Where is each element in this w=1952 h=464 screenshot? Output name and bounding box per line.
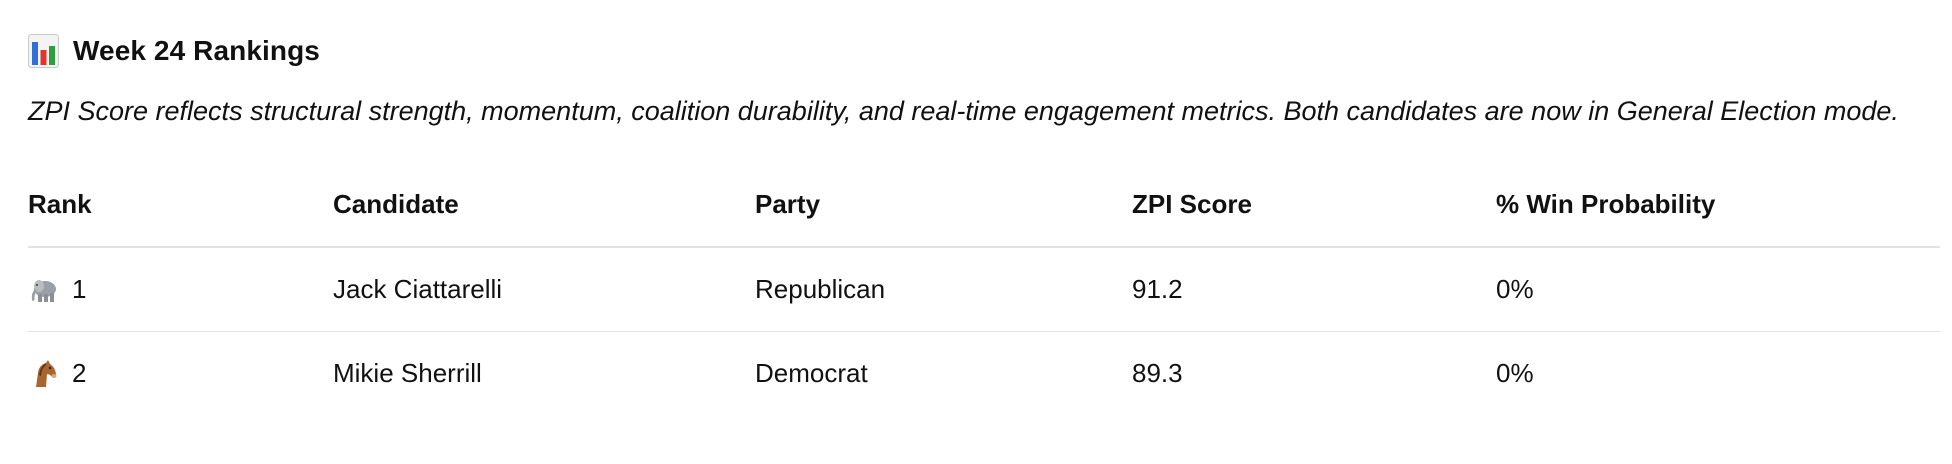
rank-cell: 1	[28, 247, 333, 332]
rank-cell: 2	[28, 332, 333, 416]
table-row: 2 Mikie Sherrill Democrat 89.3 0%	[28, 332, 1940, 416]
candidate-name: Jack Ciattarelli	[333, 247, 755, 332]
header-win-probability: % Win Probability	[1496, 162, 1940, 248]
party-name: Democrat	[755, 358, 868, 388]
zpi-score: 91.2	[1132, 247, 1496, 332]
rankings-table: Rank Candidate Party ZPI Score % Win Pro…	[28, 162, 1940, 415]
zpi-score: 89.3	[1132, 358, 1183, 388]
win-probability: 0%	[1496, 247, 1940, 332]
rank-number: 2	[72, 358, 87, 388]
header-candidate: Candidate	[333, 162, 755, 248]
win-probability: 0%	[1496, 358, 1534, 388]
intro-text: ZPI Score reflects structural strength, …	[28, 96, 1899, 126]
rankings-section: Week 24 Rankings ZPI Score reflects stru…	[28, 24, 1940, 415]
header-zpi-score: ZPI Score	[1132, 162, 1496, 248]
header-party: Party	[755, 162, 1132, 248]
candidate-name: Mikie Sherrill	[333, 358, 482, 388]
table-header-row: Rank Candidate Party ZPI Score % Win Pro…	[28, 162, 1940, 248]
header-rank: Rank	[28, 162, 333, 248]
rank-number: 1	[72, 274, 87, 304]
page-title: Week 24 Rankings	[73, 35, 320, 66]
table-row: 1 Jack Ciattarelli Republican 91.2 0%	[28, 247, 1940, 332]
bar-chart-icon	[28, 34, 59, 68]
section-heading: Week 24 Rankings	[28, 24, 1940, 78]
party-name: Republican	[755, 247, 1132, 332]
horse-icon	[36, 359, 57, 387]
elephant-icon	[31, 279, 56, 302]
